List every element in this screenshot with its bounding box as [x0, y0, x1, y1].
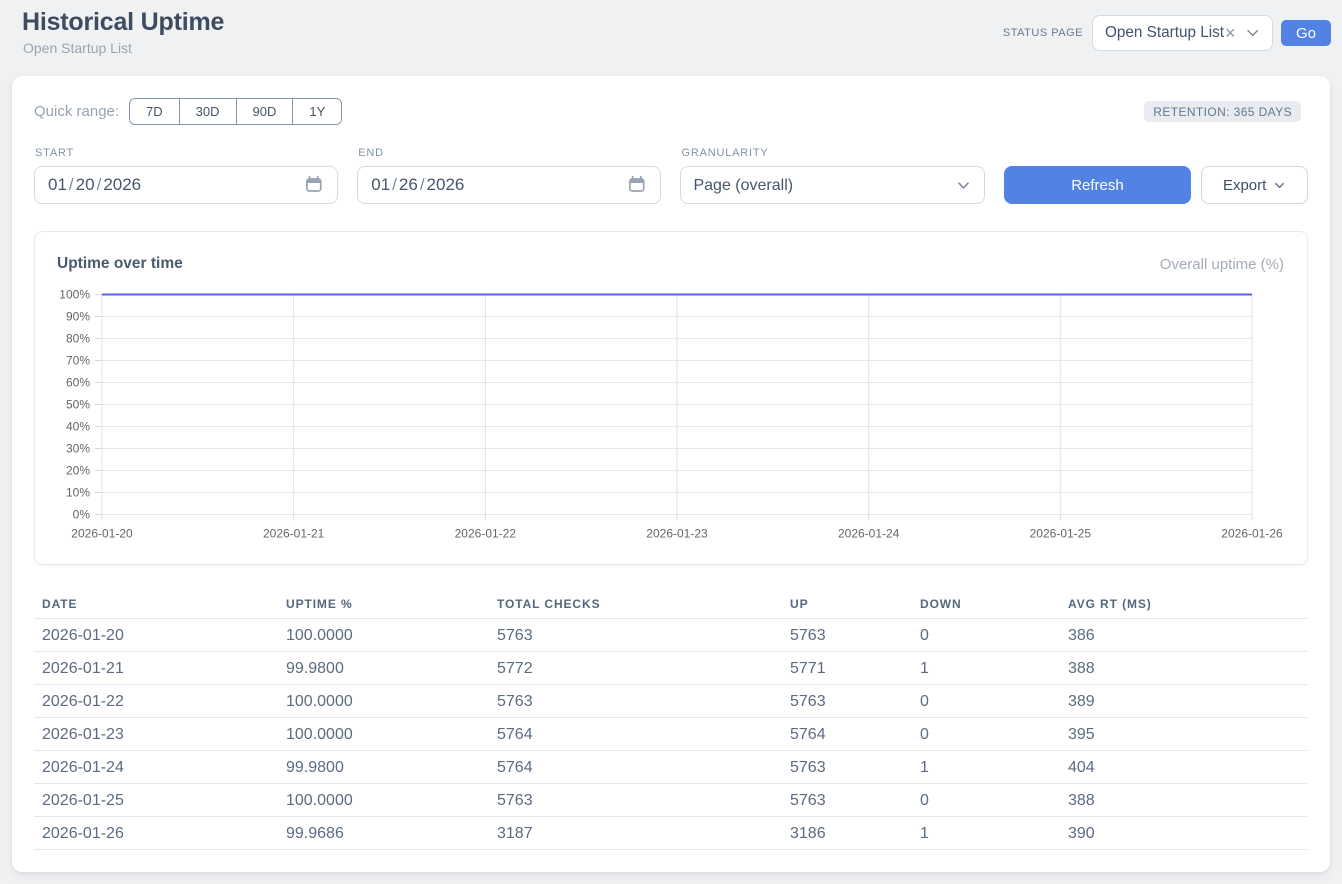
svg-text:2026-01-25: 2026-01-25	[1030, 527, 1092, 541]
svg-text:2026-01-23: 2026-01-23	[646, 527, 708, 541]
svg-text:50%: 50%	[66, 398, 90, 412]
svg-text:2026-01-21: 2026-01-21	[263, 527, 325, 541]
svg-text:90%: 90%	[66, 310, 90, 324]
svg-text:40%: 40%	[66, 420, 90, 434]
svg-text:30%: 30%	[66, 442, 90, 456]
svg-text:2026-01-20: 2026-01-20	[71, 527, 133, 541]
svg-text:80%: 80%	[66, 332, 90, 346]
svg-text:2026-01-24: 2026-01-24	[838, 527, 900, 541]
svg-text:20%: 20%	[66, 464, 90, 478]
svg-text:100%: 100%	[59, 288, 90, 302]
svg-text:70%: 70%	[66, 354, 90, 368]
svg-text:60%: 60%	[66, 376, 90, 390]
svg-text:0%: 0%	[73, 508, 91, 522]
svg-text:10%: 10%	[66, 486, 90, 500]
svg-text:2026-01-26: 2026-01-26	[1221, 527, 1283, 541]
svg-text:2026-01-22: 2026-01-22	[455, 527, 517, 541]
